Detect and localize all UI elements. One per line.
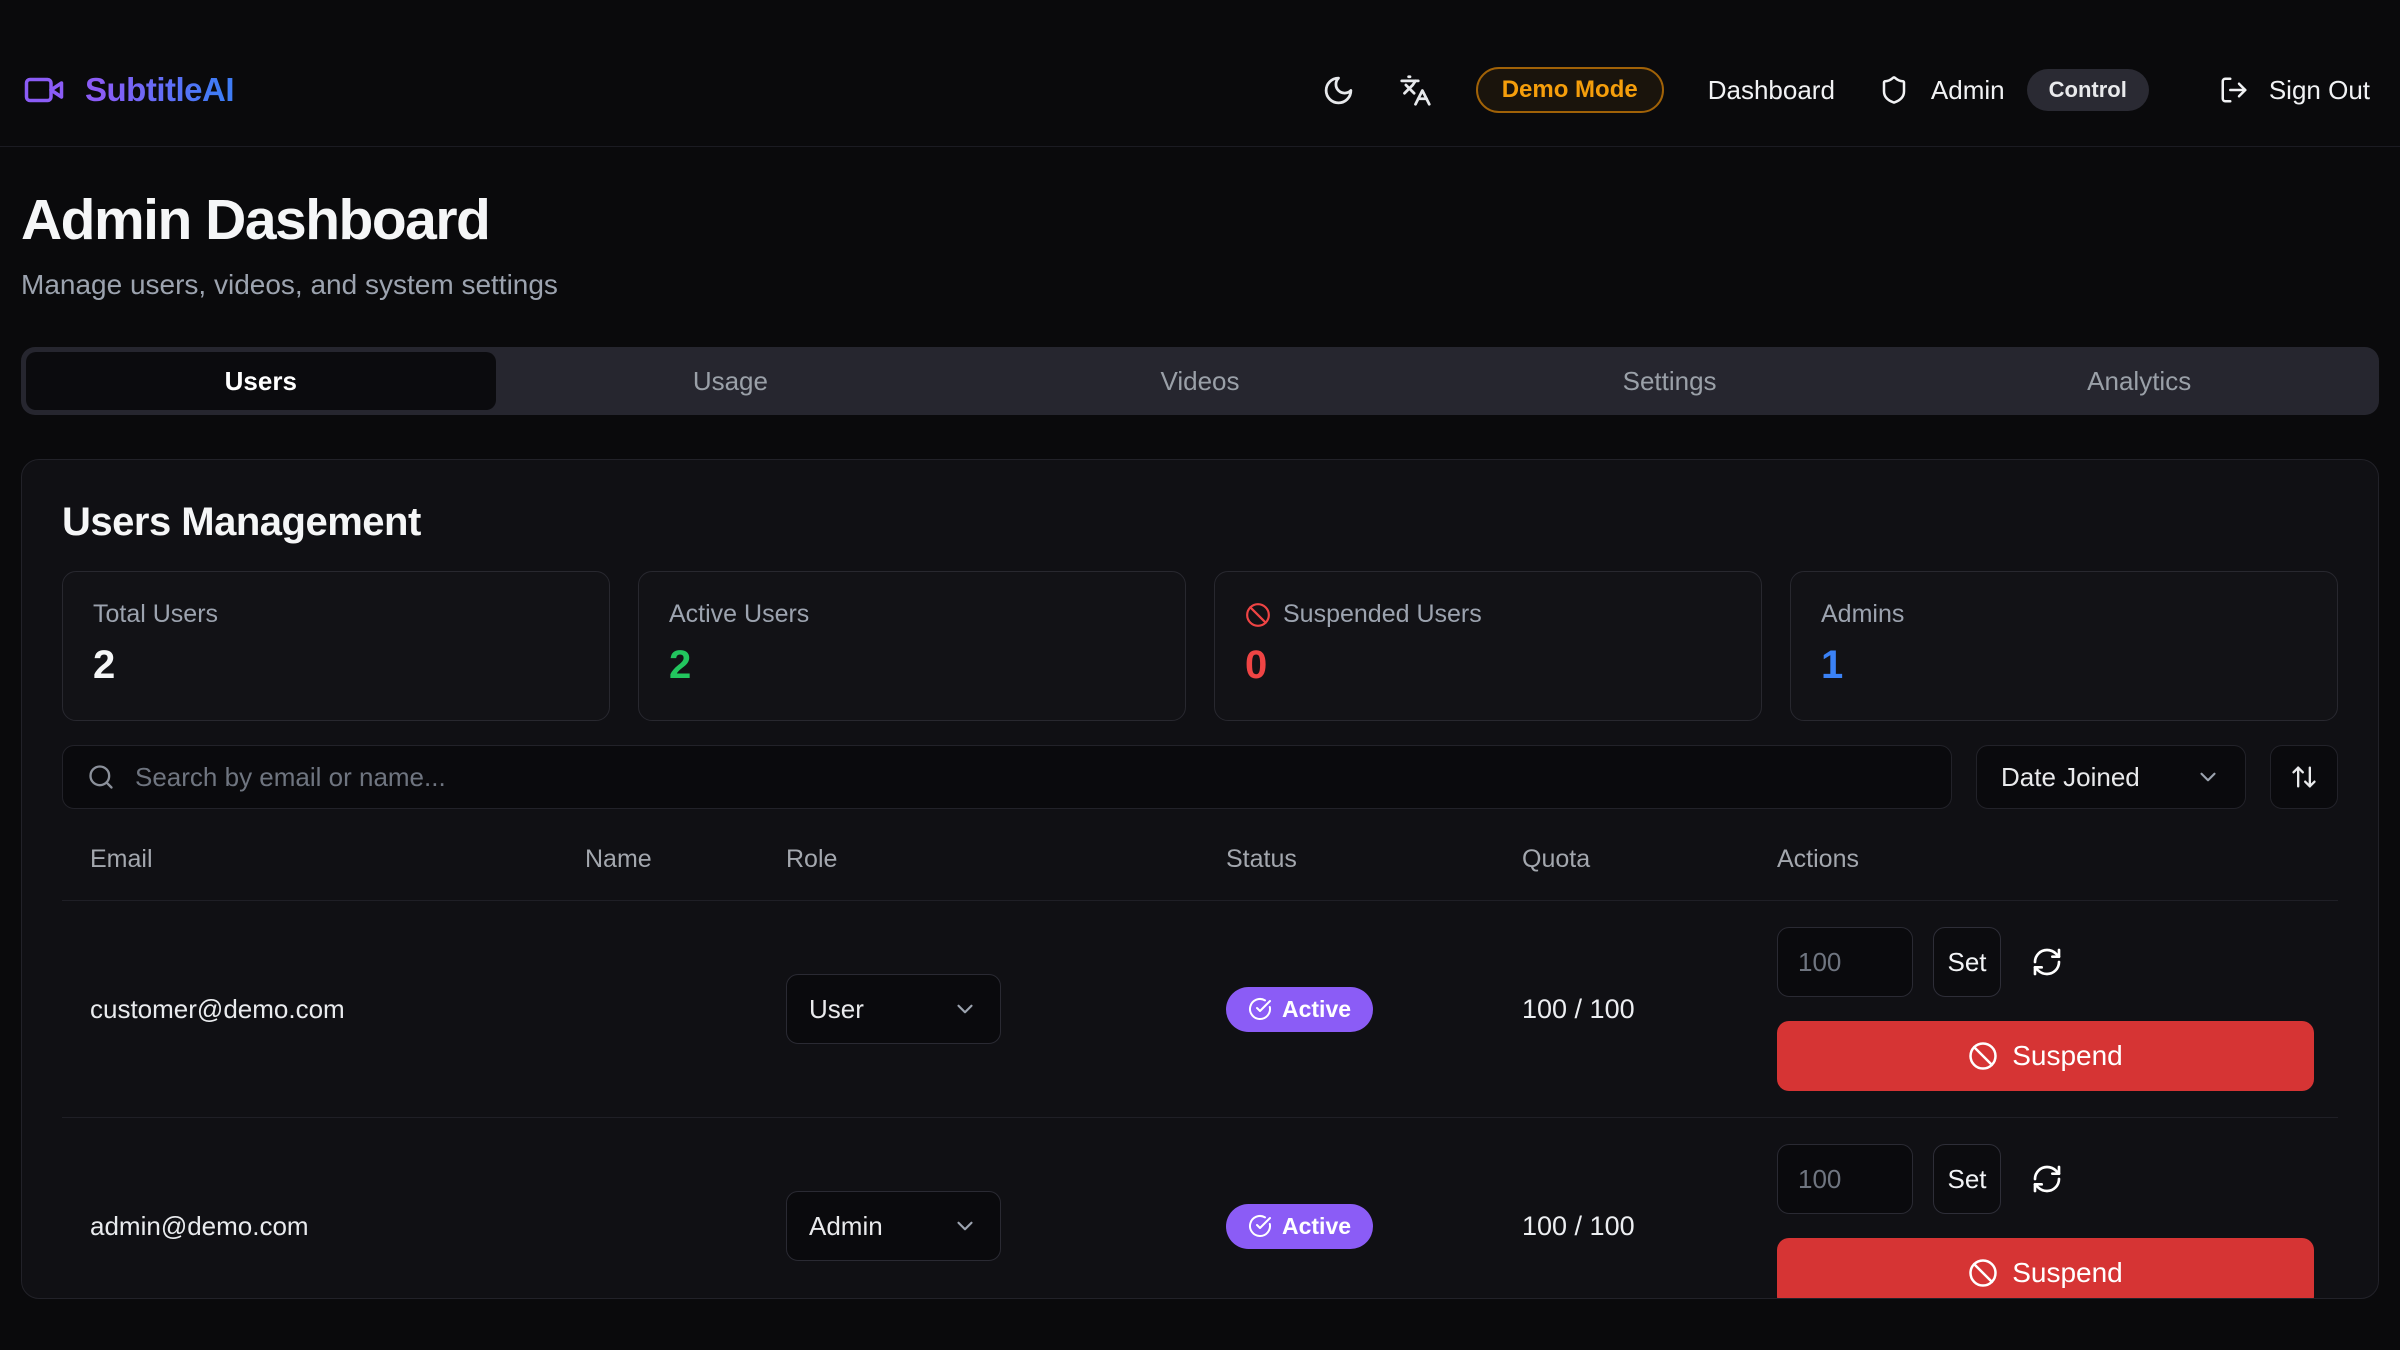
stat-card-admins: Admins 1 [1790, 571, 2338, 721]
chevron-down-icon [957, 1221, 973, 1231]
row-actions: Set Suspend [1777, 1144, 2338, 1298]
user-email: customer@demo.com [90, 993, 345, 1024]
suspend-button[interactable]: Suspend [1777, 1021, 2314, 1091]
admin-label: Admin [1930, 74, 2005, 105]
role-select-value: Admin [809, 1210, 883, 1241]
column-header-actions: Actions [1777, 845, 1859, 873]
demo-mode-badge: Demo Mode [1475, 67, 1664, 113]
suspend-label: Suspend [2012, 1040, 2123, 1071]
set-quota-button[interactable]: Set [1933, 927, 2001, 997]
ban-icon [1246, 602, 1270, 627]
user-email: admin@demo.com [90, 1210, 309, 1241]
suspend-button[interactable]: Suspend [1777, 1238, 2314, 1298]
search-box [62, 745, 1952, 809]
tab-users[interactable]: Users [26, 352, 496, 410]
table-row: customer@demo.com User Active 100 / 100 [62, 901, 2338, 1117]
refresh-icon [2033, 1165, 2061, 1193]
header-actions: Demo Mode Dashboard Admin Control Sign O… [1322, 67, 2370, 113]
tab-analytics[interactable]: Analytics [2087, 365, 2192, 396]
role-select[interactable]: User [786, 974, 1001, 1044]
ban-icon [1969, 1259, 1997, 1287]
log-out-icon [2221, 77, 2247, 103]
suspend-label: Suspend [2012, 1257, 2123, 1288]
table-header: Email Name Role Status Quota Actions [62, 845, 2338, 901]
stat-label: Total Users [93, 600, 219, 628]
arrow-up-down-icon [2292, 766, 2316, 788]
sort-field-select[interactable]: Date Joined [1976, 745, 2246, 809]
search-icon [89, 765, 113, 789]
stat-label: Suspended Users [1283, 600, 1482, 628]
status-label: Active [1282, 995, 1352, 1022]
stat-label: Admins [1821, 600, 1905, 628]
search-input[interactable] [133, 760, 1927, 794]
stat-card-active-users: Active Users 2 [638, 571, 1186, 721]
sort-field-value: Date Joined [2001, 761, 2140, 792]
refresh-quota-button[interactable] [2031, 946, 2063, 978]
table-row: admin@demo.com Admin Active 100 / 100 [62, 1117, 2338, 1298]
users-table: Email Name Role Status Quota Actions cus… [62, 845, 2338, 1298]
section-title: Users Management [62, 500, 421, 544]
table-controls: Date Joined [62, 745, 2338, 809]
status-badge: Active [1226, 1203, 1374, 1249]
stat-card-total-users: Total Users 2 [62, 571, 610, 721]
column-header-role: Role [786, 845, 838, 873]
languages-icon [1400, 74, 1431, 106]
page-title: Admin Dashboard [21, 188, 491, 252]
stat-value: 1 [1821, 643, 1844, 687]
chevron-down-icon [2200, 772, 2216, 782]
users-management-card: Users Management Total Users 2 Active Us… [21, 459, 2379, 1299]
admin-role-indicator: Admin Control [1879, 69, 2149, 111]
stat-label: Active Users [669, 600, 810, 628]
status-badge: Active [1226, 986, 1374, 1032]
stat-value: 0 [1245, 643, 1268, 687]
page-content: Admin Dashboard Manage users, videos, an… [0, 187, 2400, 1299]
column-header-name: Name [585, 845, 652, 873]
row-actions: Set Suspend [1777, 927, 2338, 1091]
circle-check-icon [1249, 1215, 1271, 1237]
moon-icon [1324, 76, 1352, 104]
chevron-down-icon [957, 1004, 973, 1014]
brand-logo[interactable]: SubtitleAI [23, 69, 235, 111]
role-select[interactable]: Admin [786, 1191, 1001, 1261]
stat-value: 2 [93, 643, 116, 687]
role-select-value: User [809, 993, 864, 1024]
tab-videos[interactable]: Videos [1160, 365, 1240, 396]
quota-input[interactable] [1777, 1144, 1913, 1214]
refresh-quota-button[interactable] [2031, 1163, 2063, 1195]
column-header-quota: Quota [1522, 845, 1591, 873]
theme-toggle-button[interactable] [1322, 74, 1355, 107]
circle-check-icon [1249, 998, 1271, 1020]
video-camera-icon [24, 77, 64, 103]
quota-value: 100 / 100 [1522, 993, 1635, 1024]
stats-row: Total Users 2 Active Users 2 Suspended U… [62, 571, 2338, 721]
stat-value: 2 [669, 643, 692, 687]
column-header-status: Status [1226, 845, 1297, 873]
tab-settings[interactable]: Settings [1622, 365, 1717, 396]
language-toggle-button[interactable] [1399, 74, 1432, 107]
quota-value: 100 / 100 [1522, 1210, 1635, 1241]
tab-usage[interactable]: Usage [692, 365, 768, 396]
stat-card-suspended-users: Suspended Users 0 [1214, 571, 1762, 721]
ban-icon [1969, 1042, 1997, 1070]
sign-out-label: Sign Out [2268, 74, 2370, 105]
shield-icon [1882, 76, 1906, 104]
refresh-icon [2033, 948, 2061, 976]
sign-out-button[interactable]: Sign Out [2219, 75, 2370, 106]
set-quota-button[interactable]: Set [1933, 1144, 2001, 1214]
quota-input[interactable] [1777, 927, 1913, 997]
sort-direction-button[interactable] [2270, 745, 2338, 809]
brand-name: SubtitleAI [85, 71, 235, 108]
column-header-email: Email [90, 845, 153, 873]
top-nav: SubtitleAI Demo Mode Dashboard Admin Con… [0, 0, 2400, 147]
page-subtitle: Manage users, videos, and system setting… [21, 269, 558, 300]
control-badge: Control [2026, 69, 2149, 111]
tab-bar: Users Usage Videos Settings Analytics [21, 347, 2379, 415]
dashboard-link[interactable]: Dashboard [1707, 74, 1835, 105]
status-label: Active [1282, 1212, 1352, 1239]
